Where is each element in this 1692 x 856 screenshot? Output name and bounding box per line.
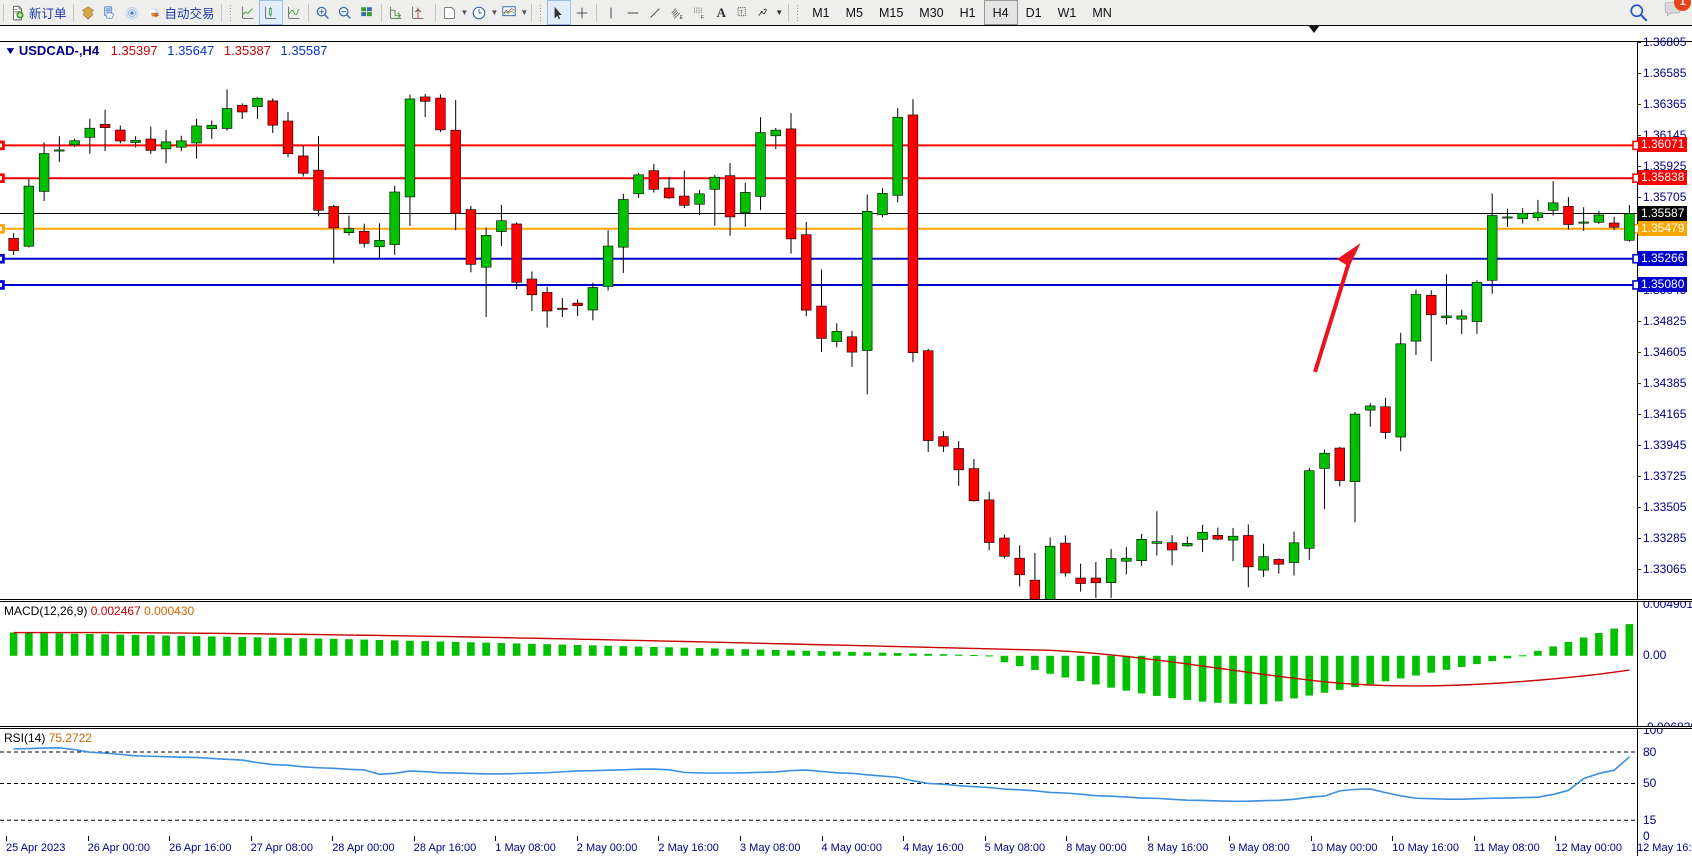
svg-text:F: F bbox=[701, 14, 705, 20]
svg-text:E: E bbox=[680, 15, 684, 21]
svg-text:T: T bbox=[740, 9, 744, 15]
